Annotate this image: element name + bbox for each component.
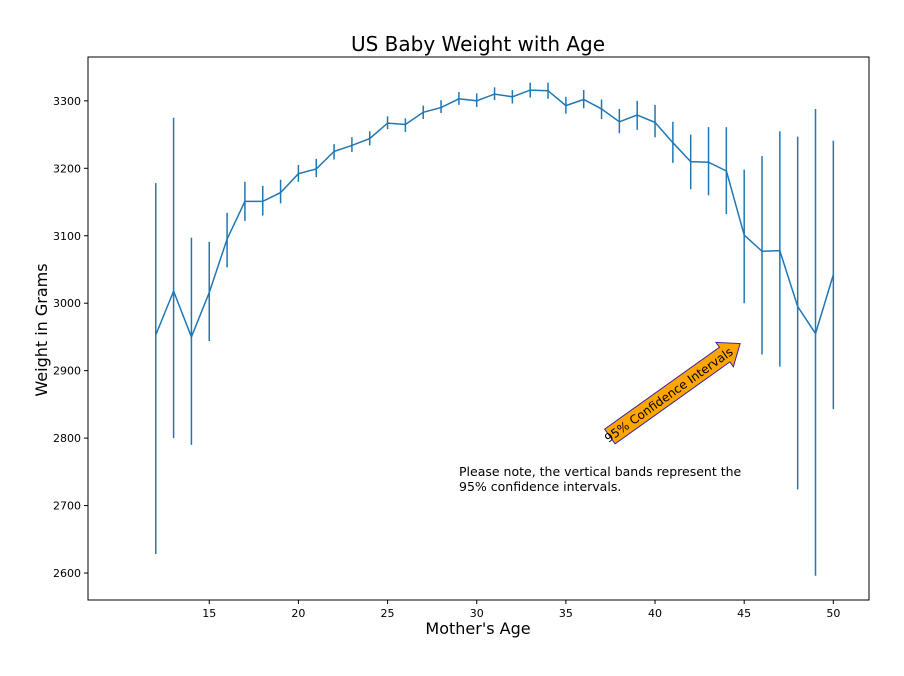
y-tick-label: 3100 [53, 230, 81, 243]
data-point [672, 142, 674, 144]
plot-frame [87, 56, 870, 601]
data-point [155, 334, 157, 336]
y-tick-label: 3300 [53, 95, 81, 108]
data-point [725, 170, 727, 172]
y-tick-label: 3000 [53, 297, 81, 310]
data-point [797, 305, 799, 308]
series-line [155, 89, 835, 339]
data-point [244, 200, 246, 202]
data-point [600, 108, 603, 110]
data-point [583, 98, 585, 101]
note-line-2: 95% confidence intervals. [459, 479, 621, 494]
data-point [511, 96, 513, 98]
data-point [351, 144, 353, 146]
x-tick-label: 35 [559, 607, 573, 620]
note-line-1: Please note, the vertical bands represen… [459, 464, 742, 479]
series-points [155, 89, 834, 338]
x-axis: 15 20 25 30 35 40 45 50 [202, 600, 840, 620]
y-tick-label: 3200 [53, 162, 81, 175]
data-point [315, 168, 317, 170]
x-tick-label: 50 [826, 607, 840, 620]
data-point [707, 161, 710, 163]
y-tick-label: 2600 [53, 567, 81, 580]
data-point [779, 249, 781, 252]
arrow-icon [603, 341, 741, 445]
data-point [172, 290, 175, 292]
data-point [226, 238, 228, 240]
data-point [422, 111, 424, 113]
data-point [529, 89, 531, 91]
data-point [369, 138, 371, 140]
data-point [386, 122, 389, 124]
y-axis-title: Weight in Grams [32, 263, 51, 396]
chart-title: US Baby Weight with Age [351, 32, 605, 56]
data-point [262, 200, 264, 202]
data-point [636, 114, 638, 116]
data-point [743, 234, 745, 236]
data-point [404, 123, 406, 126]
data-point [565, 104, 567, 107]
confidence-arrow-annotation: 95% Confidence Intervals [602, 341, 741, 446]
x-tick-label: 25 [381, 607, 395, 620]
data-point [458, 98, 460, 100]
x-tick-label: 45 [737, 607, 751, 620]
data-point [493, 93, 496, 95]
data-point [190, 336, 193, 338]
data-point [618, 121, 620, 123]
data-point [814, 332, 817, 335]
x-tick-label: 30 [470, 607, 484, 620]
data-point [208, 291, 210, 294]
data-point [440, 106, 442, 109]
y-axis: 2600 2700 2800 2900 3000 3100 3200 3300 [53, 95, 88, 580]
x-tick-label: 20 [291, 607, 305, 620]
data-point [333, 150, 335, 153]
data-point [761, 250, 763, 252]
y-tick-label: 2700 [53, 500, 81, 513]
y-tick-label: 2900 [53, 365, 81, 378]
arrow-label: 95% Confidence Intervals [602, 345, 735, 446]
x-axis-title: Mother's Age [425, 619, 530, 638]
x-tick-label: 15 [202, 607, 216, 620]
y-tick-label: 2800 [53, 432, 81, 445]
data-point [297, 173, 300, 175]
confidence-interval-bars [155, 82, 835, 576]
x-tick-label: 40 [648, 607, 662, 620]
data-point [654, 121, 656, 124]
data-point [279, 191, 282, 194]
data-point [547, 90, 549, 92]
data-point [690, 160, 692, 163]
data-point [832, 274, 834, 276]
data-point [476, 100, 478, 102]
